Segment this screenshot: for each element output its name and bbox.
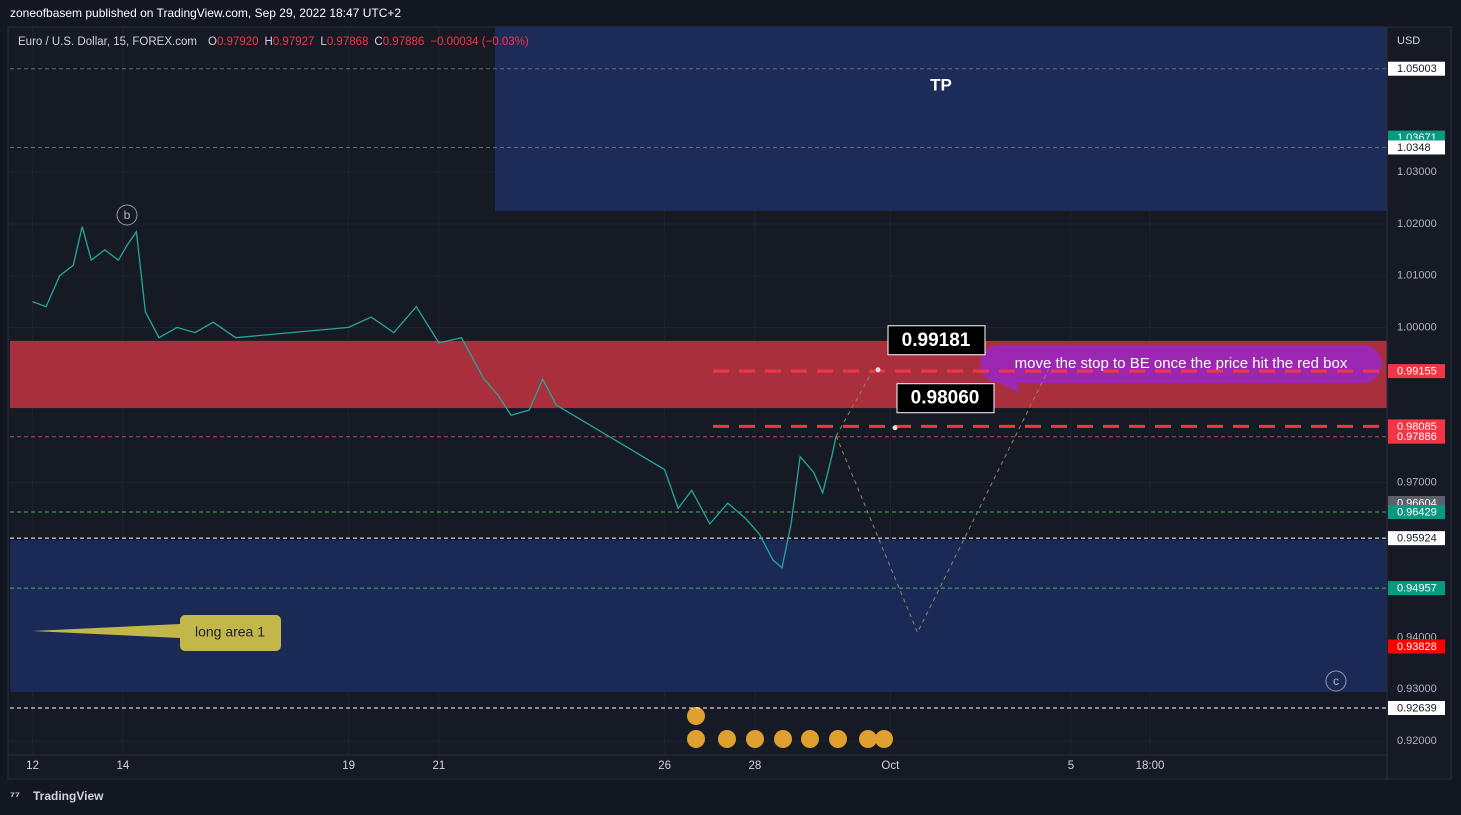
level-tag [1388,364,1445,379]
ohlc-value: 0.97886 [383,36,425,48]
note-box [180,615,281,651]
level-label: 0.94957 [1397,583,1437,595]
x-tick-label: 21 [433,760,446,772]
ohlc-key: L [320,36,327,48]
note-pointer [32,624,180,638]
wave-circle [1325,670,1347,692]
x-tick-label: 12 [26,760,39,772]
x-tick-label: 14 [116,760,129,772]
event-icon [746,730,764,748]
event-icon [829,730,847,748]
x-tick-label: Oct [881,760,900,772]
ohlc-value: 0.97868 [327,36,369,48]
brand-logo: ⁷⁷ [10,789,20,803]
level-label: 1.0348 [1397,142,1431,154]
callout-anchor [875,367,881,373]
note-box [980,345,1382,383]
zone [495,27,1387,212]
event-icon [859,730,877,748]
price-line [32,226,837,570]
callout-label: 0.99181 [902,330,971,351]
y-tick-label: 1.03000 [1397,166,1437,178]
y-tick-label: 1.02000 [1397,218,1437,230]
level-label: 0.97886 [1397,431,1437,443]
level-tag [1388,639,1445,654]
y-tick-label: 0.93000 [1397,683,1437,695]
ohlc-key: H [265,36,273,48]
wave-label: c [1333,674,1339,688]
wave-circle [116,204,138,226]
level-tag [1388,140,1445,155]
level-tag [1388,581,1445,596]
x-tick-label: 18:00 [1136,760,1165,772]
ohlc: O0.97920 H0.97927 L0.97868 C0.97886 −0.00034… [208,36,529,48]
level-label: 0.96429 [1397,506,1437,518]
event-icon [718,730,736,748]
event-icon [774,730,792,748]
publisher: zoneofbasem published on TradingView.com… [10,6,401,20]
x-tick-label: 5 [1068,760,1074,772]
callout-box [896,383,995,414]
event-icons [687,707,893,748]
x-tick-label: 26 [658,760,671,772]
ohlc-key: C [374,36,382,48]
x-tick-label: 19 [342,760,355,772]
wave-label: b [124,208,131,222]
level-tag [1388,701,1445,716]
ohlc-value: 0.97927 [273,36,315,48]
level-label: 0.92639 [1397,702,1437,714]
event-icon [687,707,705,725]
currency: USD [1397,35,1420,47]
ohlc-value: 0.97920 [217,36,259,48]
level-label: 0.95924 [1397,533,1437,545]
event-icon [875,730,893,748]
event-icon [801,730,819,748]
symbol: Euro / U.S. Dollar, 15, FOREX.com [18,36,197,48]
y-tick-label: 0.92000 [1397,735,1437,747]
y-tick-label: 1.01000 [1397,270,1437,282]
x-tick-label: 28 [749,760,762,772]
level-label: 0.99155 [1397,366,1437,378]
ohlc-key: O [208,36,217,48]
ohlc-change: −0.00034 (−0.03%) [430,36,529,48]
y-tick-label: 0.97000 [1397,476,1437,488]
brand: TradingView [33,789,104,803]
level-tag [1388,61,1445,76]
callout-label: 0.98060 [911,388,980,409]
callout-box [887,325,986,356]
level-tag [1388,505,1445,520]
level-label: 0.93828 [1397,641,1437,653]
note-text: long area 1 [195,624,265,640]
y-tick-label: 1.00000 [1397,321,1437,333]
level-tag [1388,531,1445,546]
callout-anchor [892,425,898,431]
level-tag [1388,429,1445,444]
note-text: move the stop to BE once the price hit t… [1015,355,1348,372]
projection-line [835,369,1049,634]
zone-label: TP [930,76,952,95]
level-label: 1.05003 [1397,63,1437,75]
event-icon [687,730,705,748]
